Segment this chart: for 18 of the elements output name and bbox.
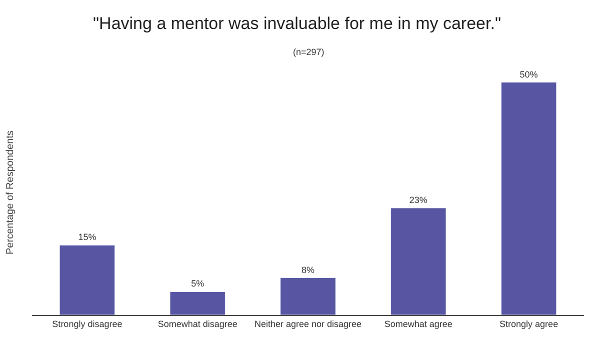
x-tick-label: Strongly disagree xyxy=(52,318,122,329)
chart-title: "Having a mentor was invaluable for me in my career." xyxy=(93,14,501,34)
bar xyxy=(500,82,557,315)
y-axis-title: Percentage of Respondents xyxy=(5,130,16,254)
data-label: 50% xyxy=(520,69,538,80)
bar xyxy=(59,244,116,315)
x-tick-label: Strongly agree xyxy=(500,318,558,329)
data-label: 15% xyxy=(78,232,96,242)
bar xyxy=(170,291,226,315)
data-label: 23% xyxy=(409,194,428,205)
x-tick-label: Neither agree nor disagree xyxy=(254,318,362,329)
chart-subtitle: (n=297) xyxy=(293,47,324,57)
x-tick-label: Somewhat disagree xyxy=(158,318,238,329)
bar xyxy=(280,278,336,315)
data-label: 8% xyxy=(301,264,315,275)
bar xyxy=(390,208,446,315)
x-tick-label: Somewhat agree xyxy=(384,318,452,329)
data-label: 5% xyxy=(191,278,204,289)
